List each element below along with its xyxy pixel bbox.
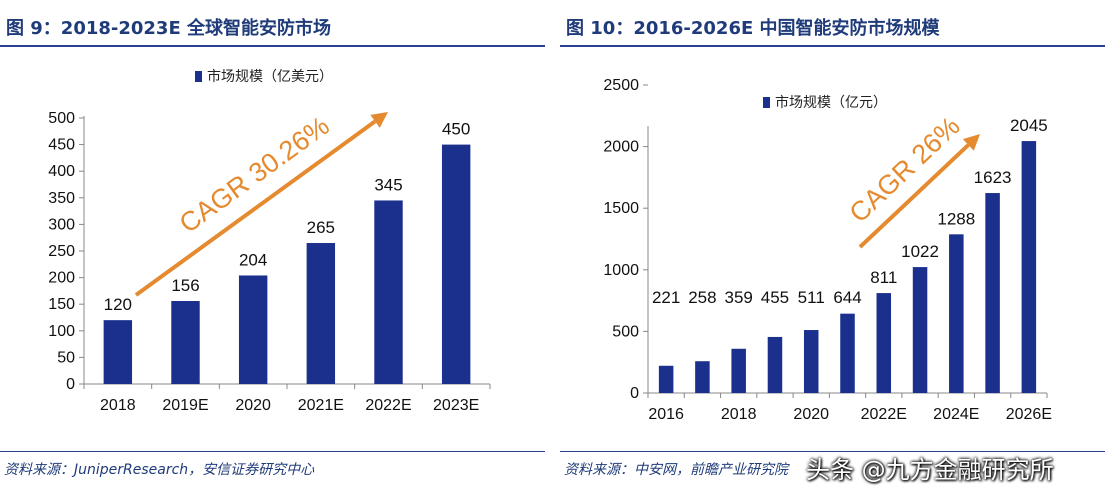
bar-chart-global: 市场规模（亿美元） 0 50 100 150 200 250 300 350 400 450 500 1…	[48, 68, 491, 414]
bar	[767, 336, 783, 393]
data-label: 455	[761, 288, 789, 307]
y-tick-label: 0	[66, 376, 75, 393]
legend-swatch	[195, 71, 202, 82]
y-tick-label: 50	[57, 349, 75, 366]
y-tick-label: 350	[48, 190, 75, 207]
bar	[840, 313, 855, 393]
y-tick-label: 2000	[603, 139, 639, 156]
y-tick-label: 500	[48, 110, 75, 127]
bar	[876, 293, 892, 393]
bar	[731, 348, 746, 393]
watermark: 头条 @九方金融研究所	[806, 456, 1054, 484]
data-label: 1623	[974, 168, 1012, 187]
chart-title: 图 10：2016-2026E 中国智能安防市场规模	[566, 18, 940, 39]
cagr-arrow-head	[962, 134, 980, 151]
y-tick-label: 1500	[603, 200, 639, 217]
x-tick-label: 2024E	[933, 406, 979, 423]
y-tick-label: 250	[48, 243, 75, 260]
x-tick-label: 2018	[100, 397, 136, 414]
x-tick-label: 2022E	[365, 397, 411, 414]
x-tick-label: 2023E	[433, 397, 479, 414]
data-label: 265	[307, 218, 335, 237]
x-tick-label: 2020	[235, 397, 271, 414]
data-label: 221	[652, 288, 680, 307]
legend-label: 市场规模（亿美元）	[207, 68, 333, 85]
title-divider	[560, 45, 1105, 47]
data-label: 359	[724, 288, 752, 307]
bar	[238, 275, 268, 384]
x-tick-label: 2022E	[861, 406, 907, 423]
legend-label: 市场规模（亿元）	[775, 94, 887, 111]
data-label: 120	[104, 295, 132, 314]
y-tick-label: 2500	[603, 77, 639, 94]
y-tick-label: 1000	[603, 262, 639, 279]
y-tick-label: 0	[630, 385, 639, 402]
bar	[912, 267, 928, 393]
cagr-arrow-head	[370, 112, 388, 128]
cagr-arrow-shaft	[134, 119, 377, 297]
title-divider	[0, 45, 545, 47]
bar-chart-china: 市场规模（亿元） 0 500 1000 1500 2000 2500 221 2016 258 35…	[603, 77, 1052, 423]
bar	[803, 330, 819, 393]
source-note: 资料来源：中安网，前瞻产业研究院	[564, 462, 788, 478]
source-divider	[560, 451, 1105, 452]
data-label: 450	[442, 120, 470, 139]
x-tick-label: 2026E	[1006, 406, 1052, 423]
bar	[658, 365, 674, 393]
bar	[374, 200, 403, 384]
data-label: 345	[374, 175, 402, 194]
chart-title: 图 9：2018-2023E 全球智能安防市场	[6, 18, 332, 39]
source-divider	[0, 451, 545, 452]
chart-panel-china: 图 10：2016-2026E 中国智能安防市场规模 市场规模（亿元） 0 500 1…	[560, 0, 1108, 494]
data-label: 1022	[901, 242, 939, 261]
x-tick-label: 2018	[721, 406, 757, 423]
x-tick-label: 2020	[793, 406, 829, 423]
data-label: 1288	[937, 209, 975, 228]
legend-swatch	[763, 97, 770, 108]
bar	[171, 301, 200, 384]
y-tick-label: 100	[48, 323, 75, 340]
x-tick-label: 2019E	[162, 397, 208, 414]
bar	[695, 361, 710, 393]
y-tick-label: 500	[612, 323, 639, 340]
bar	[949, 234, 964, 393]
data-label: 2045	[1010, 116, 1048, 135]
bar	[985, 193, 1000, 393]
data-label: 511	[798, 288, 825, 307]
data-label: 644	[833, 288, 861, 307]
data-label: 156	[171, 276, 199, 295]
y-tick-label: 150	[48, 296, 75, 313]
data-label: 811	[870, 268, 897, 287]
data-label: 258	[688, 288, 716, 307]
y-tick-label: 450	[48, 137, 75, 154]
chart-panel-global: 图 9：2018-2023E 全球智能安防市场 市场规模（亿美元） 0 50 100 1…	[0, 0, 548, 494]
x-tick-label: 2021E	[298, 397, 344, 414]
data-label: 204	[239, 250, 267, 269]
x-tick-label: 2016	[648, 406, 684, 423]
bar	[103, 320, 133, 384]
y-tick-label: 300	[48, 216, 75, 233]
cagr-arrow-shaft	[858, 143, 970, 249]
source-note: 资料来源：JuniperResearch，安信证券研究中心	[4, 462, 315, 478]
bar	[441, 144, 471, 384]
bar	[306, 243, 336, 384]
y-tick-label: 400	[48, 163, 75, 180]
y-tick-label: 200	[48, 270, 75, 287]
bar	[1021, 141, 1037, 393]
